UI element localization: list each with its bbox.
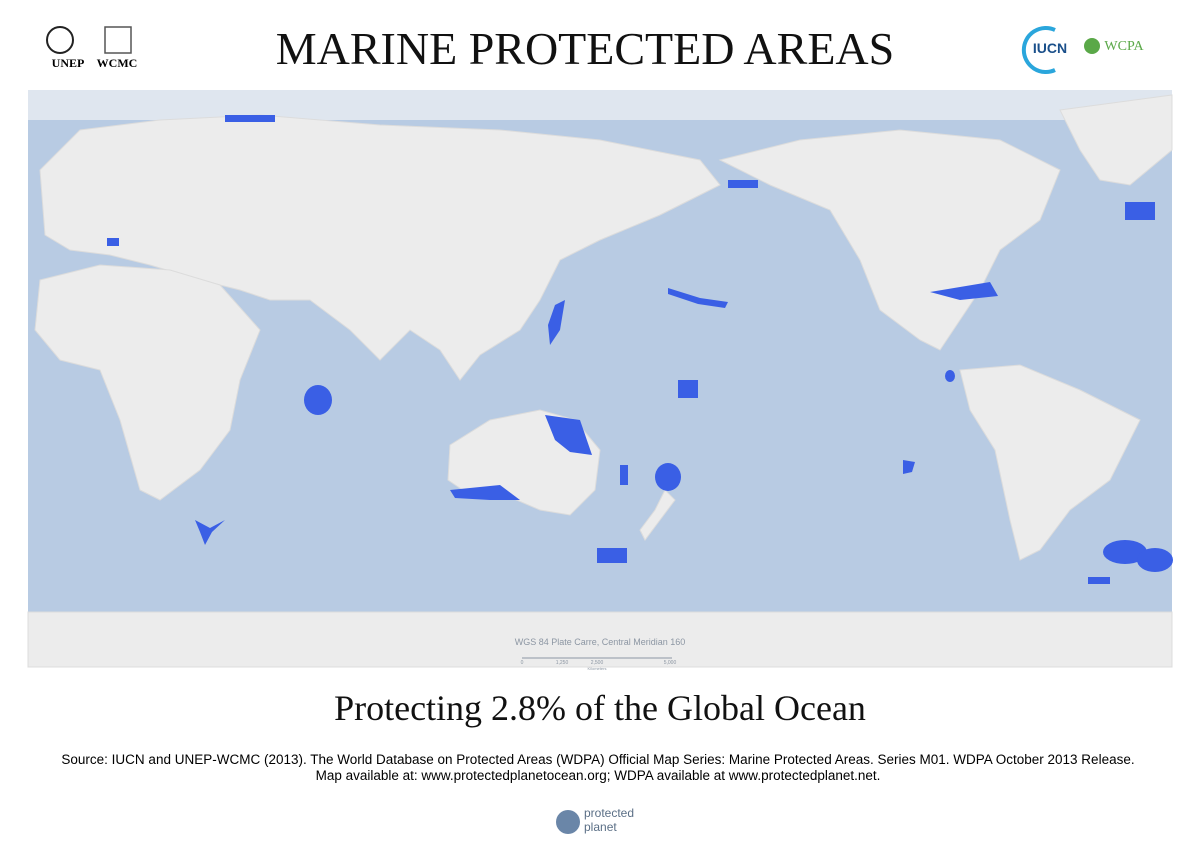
- africa: [34, 264, 261, 501]
- scale-label: 2,500: [591, 660, 604, 666]
- mpa: [450, 485, 520, 500]
- logo-text: UNEP: [52, 56, 85, 70]
- logo-text: WCMC: [97, 56, 138, 70]
- mpa: [545, 415, 592, 455]
- wcmc-logo: WCMC: [97, 26, 138, 70]
- wcpa-logo: WCPA: [1084, 38, 1144, 54]
- new-zealand: [639, 489, 676, 541]
- mpa: [678, 380, 698, 398]
- mpa: [304, 385, 332, 415]
- mpa: [945, 370, 955, 382]
- logo-text: protected: [584, 806, 634, 820]
- south-america: [959, 364, 1141, 561]
- marine-protected-areas: [107, 115, 1173, 584]
- source-line: Source: IUCN and UNEP-WCMC (2013). The W…: [61, 752, 1134, 767]
- mpa: [225, 115, 275, 122]
- mpa: [668, 288, 728, 308]
- arctic-ice: [28, 90, 1172, 120]
- mpa: [1103, 540, 1147, 564]
- scale-unit: Kilometers: [588, 666, 607, 671]
- projection-note: WGS 84 Plate Carre, Central Meridian 160: [515, 637, 686, 647]
- mpa: [107, 238, 119, 246]
- mpa: [620, 465, 628, 485]
- mpa: [195, 520, 225, 545]
- logo-text: planet: [584, 820, 617, 834]
- source-line: Map available at: www.protectedplanetoce…: [316, 768, 881, 783]
- mpa: [903, 460, 915, 474]
- mpa: [728, 180, 758, 188]
- mpa: [1137, 548, 1173, 572]
- scale-bar: 0 1,250 2,500 5,000 Kilometers: [521, 657, 677, 671]
- mpa: [1125, 202, 1155, 220]
- mpa: [548, 300, 565, 345]
- scale-label: 0: [521, 660, 524, 666]
- greenland: [1059, 94, 1173, 186]
- mpa: [930, 282, 998, 300]
- subtitle: Protecting 2.8% of the Global Ocean: [334, 688, 866, 728]
- title: MARINE PROTECTED AREAS: [276, 23, 894, 74]
- iucn-logo: IUCN: [1021, 26, 1067, 74]
- mpa: [597, 548, 627, 563]
- protected-planet-logo: protected planet: [556, 806, 634, 834]
- unep-logo: UNEP: [46, 26, 85, 70]
- mpa: [1088, 577, 1110, 584]
- scale-label: 1,250: [556, 660, 569, 666]
- scale-label: 5,000: [664, 660, 677, 666]
- logo-text: WCPA: [1104, 39, 1144, 54]
- map: WGS 84 Plate Carre, Central Meridian 160…: [27, 90, 1173, 671]
- mpa: [655, 463, 681, 491]
- logo-text: IUCN: [1033, 40, 1067, 56]
